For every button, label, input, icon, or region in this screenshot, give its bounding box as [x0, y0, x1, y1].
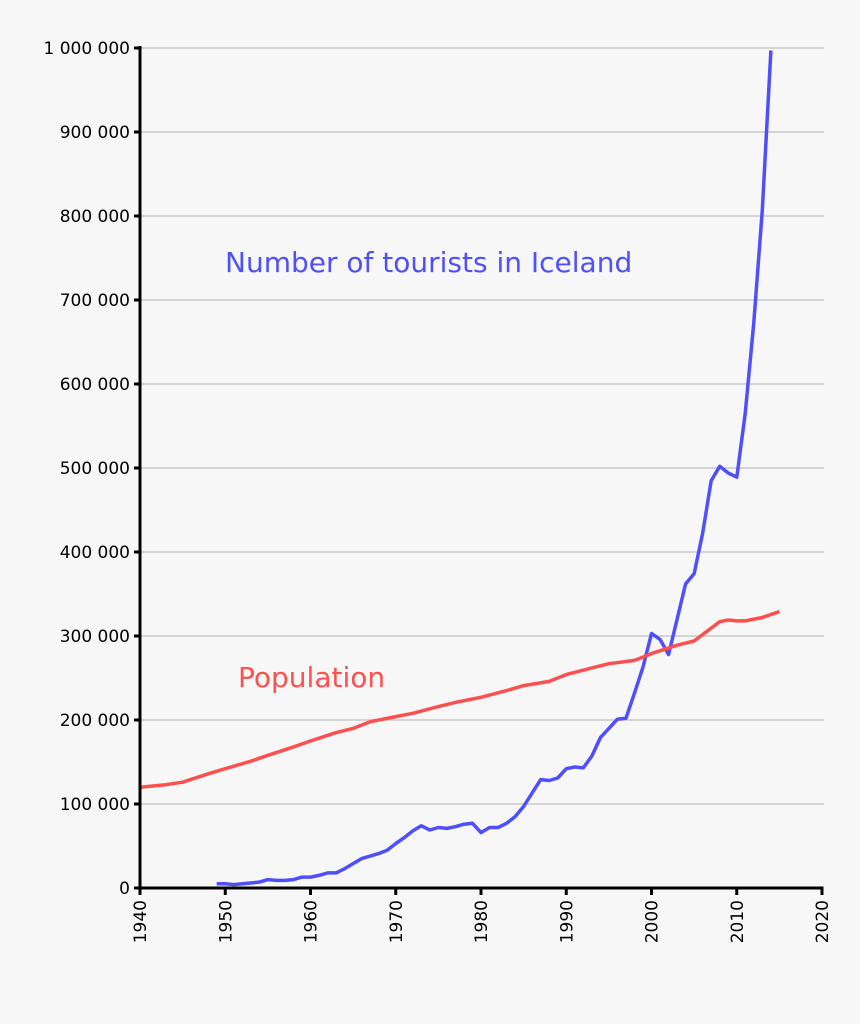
- x-tick-label: 2020: [813, 900, 833, 943]
- axes: [134, 46, 824, 895]
- y-tick-label: 100 000: [60, 795, 130, 815]
- series-label-tourists: Number of tourists in Iceland: [225, 246, 632, 279]
- y-tick-label: 0: [119, 879, 130, 899]
- x-tick-label: 2010: [728, 900, 748, 943]
- y-tick-label: 800 000: [60, 207, 130, 227]
- y-tick-label: 500 000: [60, 459, 130, 479]
- population-line: [139, 609, 780, 789]
- series-label-population: Population: [238, 661, 385, 694]
- y-tick-label: 900 000: [60, 123, 130, 143]
- tourists-line: [216, 50, 773, 887]
- y-tick-label: 600 000: [60, 375, 130, 395]
- x-tick-label: 1970: [387, 900, 407, 943]
- x-tick-label: 2000: [643, 900, 663, 943]
- x-tick-label: 1960: [302, 900, 322, 943]
- x-tick-label: 1940: [131, 900, 151, 943]
- y-tick-label: 400 000: [60, 543, 130, 563]
- y-tick-label: 1 000 000: [43, 39, 130, 59]
- y-tick-label: 700 000: [60, 291, 130, 311]
- x-tick-label: 1980: [472, 900, 492, 943]
- y-tick-label: 300 000: [60, 627, 130, 647]
- x-tick-label: 1990: [557, 900, 577, 943]
- tick-labels: 0 100 000 200 000 300 000 400 000 500 000 600 …: [43, 39, 833, 943]
- x-tick-label: 1950: [216, 900, 236, 943]
- y-tick-label: 200 000: [60, 711, 130, 731]
- series-lines: [139, 50, 780, 887]
- grid: [140, 47, 824, 805]
